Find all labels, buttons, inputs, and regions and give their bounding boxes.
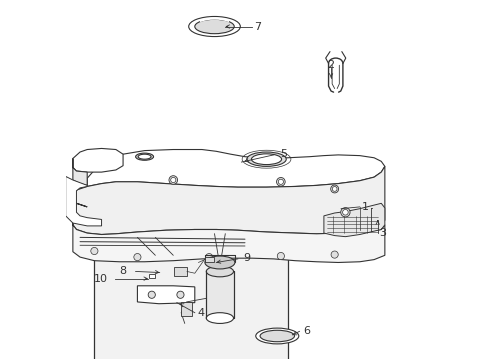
Text: 7: 7 <box>254 22 261 32</box>
Circle shape <box>278 179 283 184</box>
Circle shape <box>331 185 339 193</box>
Polygon shape <box>73 166 385 234</box>
Bar <box>149 274 155 278</box>
Circle shape <box>91 247 98 255</box>
Circle shape <box>177 291 184 298</box>
Ellipse shape <box>189 17 240 37</box>
Ellipse shape <box>251 154 282 165</box>
Text: 10: 10 <box>94 274 108 284</box>
Text: 9: 9 <box>243 253 250 263</box>
Polygon shape <box>206 271 234 318</box>
Circle shape <box>341 208 350 217</box>
Polygon shape <box>66 176 101 226</box>
Circle shape <box>171 177 176 183</box>
Polygon shape <box>137 286 195 304</box>
Text: 2: 2 <box>327 59 335 69</box>
Circle shape <box>205 253 213 261</box>
Polygon shape <box>73 223 385 262</box>
Text: 8: 8 <box>120 266 126 276</box>
Ellipse shape <box>206 266 234 277</box>
Circle shape <box>134 253 141 261</box>
Circle shape <box>169 176 177 184</box>
Circle shape <box>332 186 337 191</box>
Ellipse shape <box>256 328 299 344</box>
Circle shape <box>343 210 348 215</box>
Ellipse shape <box>195 19 234 34</box>
Polygon shape <box>73 148 123 172</box>
Circle shape <box>331 251 338 258</box>
Ellipse shape <box>205 256 235 269</box>
Circle shape <box>277 252 285 260</box>
Bar <box>181 302 192 316</box>
Ellipse shape <box>138 154 151 159</box>
Polygon shape <box>324 203 385 237</box>
Bar <box>205 257 214 262</box>
Polygon shape <box>73 158 87 185</box>
Ellipse shape <box>260 330 294 342</box>
Text: 3: 3 <box>379 228 387 238</box>
Bar <box>95 223 288 360</box>
Bar <box>174 267 187 276</box>
Circle shape <box>276 177 285 186</box>
Text: 4: 4 <box>197 309 205 318</box>
Circle shape <box>148 291 155 298</box>
Ellipse shape <box>206 313 234 323</box>
Text: 1: 1 <box>362 202 368 212</box>
Ellipse shape <box>136 153 153 160</box>
Text: 6: 6 <box>303 325 310 336</box>
Text: 5: 5 <box>280 149 287 159</box>
Ellipse shape <box>247 152 286 166</box>
Polygon shape <box>73 149 385 207</box>
